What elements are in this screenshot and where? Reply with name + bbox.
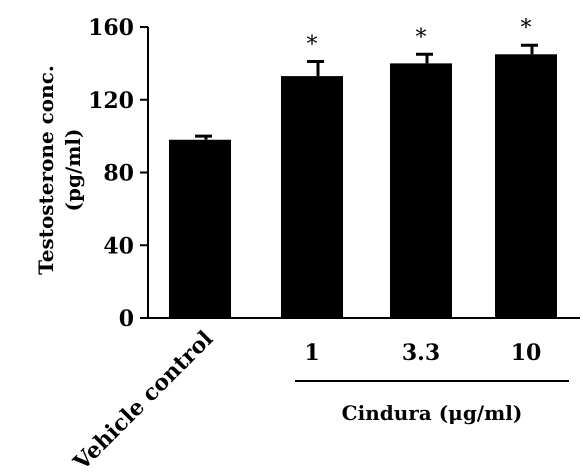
bar (390, 63, 452, 318)
y-axis: 0 40 80 120 160 (88, 15, 149, 332)
bar (169, 139, 231, 318)
y-axis-title: Testosterone conc. (pg/ml) (34, 65, 85, 275)
bar (281, 76, 343, 318)
y-tick-label: 0 (119, 306, 134, 332)
x-category-label: 10 (511, 340, 542, 366)
y-tick-label: 120 (88, 88, 134, 114)
x-category-label: 1 (304, 340, 319, 366)
significance-marker: * (521, 16, 532, 41)
y-tick-label: 40 (103, 233, 134, 259)
bar (495, 54, 557, 318)
significance-marker: * (307, 33, 318, 58)
x-category-label: 3.3 (402, 340, 440, 366)
y-tick-label: 160 (88, 15, 134, 41)
bars: * * * (169, 16, 557, 318)
x-axis: Vehicle control 1 3.3 10 (68, 317, 580, 472)
y-axis-title-line1: Testosterone conc. (34, 65, 58, 275)
group-bracket: Cindura (μg/ml) (295, 380, 569, 425)
y-tick-label: 80 (103, 161, 134, 187)
group-label: Cindura (μg/ml) (342, 401, 523, 425)
x-category-label: Vehicle control (68, 326, 218, 472)
y-axis-title-line2: (pg/ml) (61, 129, 85, 212)
significance-marker: * (416, 25, 427, 50)
